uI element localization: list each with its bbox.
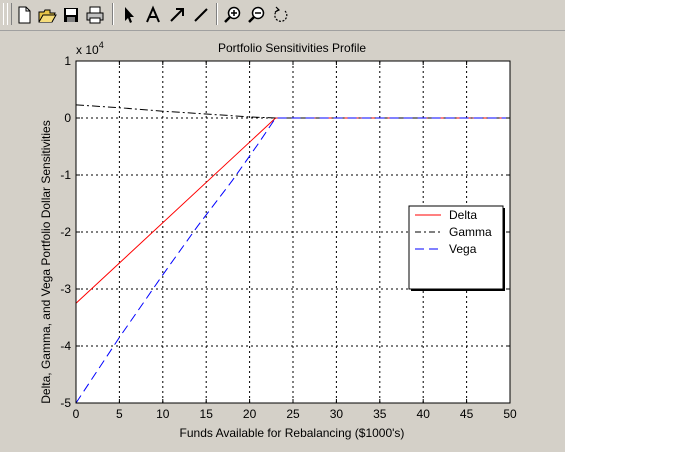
series-line-gamma[interactable] [75, 104, 510, 119]
open-folder-icon[interactable] [36, 4, 58, 26]
x-tick-label: 40 [417, 407, 431, 421]
x-tick-label: 20 [243, 407, 257, 421]
arrow-pointer-icon[interactable] [118, 4, 140, 26]
x-tick-label: 0 [73, 407, 80, 421]
y-tick-label: 0 [64, 111, 71, 125]
toolbar-separator [112, 3, 114, 25]
legend-label-vega: Vega [449, 242, 477, 256]
y-exponent-power: 4 [99, 40, 104, 50]
x-tick-label: 10 [156, 407, 170, 421]
rotate-icon[interactable] [270, 4, 292, 26]
new-file-icon[interactable] [13, 4, 35, 26]
series-lines [75, 104, 510, 404]
save-disk-icon[interactable] [60, 4, 82, 26]
y-tick-label: -2 [60, 225, 71, 239]
y-tick-label: -3 [60, 282, 71, 296]
x-tick-label: 30 [330, 407, 344, 421]
legend-label-gamma: Gamma [449, 225, 492, 239]
y-axis-label: Delta, Gamma, and Vega Portfolio Dollar … [39, 120, 53, 403]
text-A-icon[interactable] [142, 4, 164, 26]
arrow-diagonal-icon[interactable] [166, 4, 188, 26]
printer-icon[interactable] [84, 4, 106, 26]
x-tick-label: 25 [286, 407, 300, 421]
zoom-in-icon[interactable] [222, 4, 244, 26]
x-tick-label: 45 [460, 407, 474, 421]
toolbar-grip-2[interactable] [7, 3, 12, 25]
y-tick-label: 1 [64, 54, 71, 68]
legend-box [408, 205, 504, 290]
y-tick-label: -1 [60, 168, 71, 182]
series-line-vega[interactable] [75, 117, 510, 404]
x-tick-label: 35 [373, 407, 387, 421]
legend-label-delta: Delta [449, 208, 477, 222]
x-tick-label: 50 [503, 407, 517, 421]
x-tick-label: 5 [116, 407, 123, 421]
toolbar-separator-2 [216, 3, 218, 25]
y-exponent-base: x 10 [76, 43, 99, 57]
zoom-out-icon[interactable] [246, 4, 268, 26]
figure-toolbar [0, 0, 565, 31]
y-exponent-label: x 104 [76, 40, 104, 57]
figure-window: 0 5 10 15 20 25 30 35 40 45 50 1 0 -1 -2 -3 -4 -5 Portfol… [0, 0, 565, 452]
chart-title: Portfolio Sensitivities Profile [218, 41, 366, 55]
legend[interactable]: Delta Gamma Vega [408, 205, 505, 291]
y-tick-label: -4 [60, 339, 71, 353]
x-axis-label: Funds Available for Rebalancing ($1000's… [180, 426, 405, 440]
line-diagonal-icon[interactable] [190, 4, 212, 26]
x-tick-label: 15 [200, 407, 214, 421]
y-tick-label: -5 [60, 396, 71, 410]
